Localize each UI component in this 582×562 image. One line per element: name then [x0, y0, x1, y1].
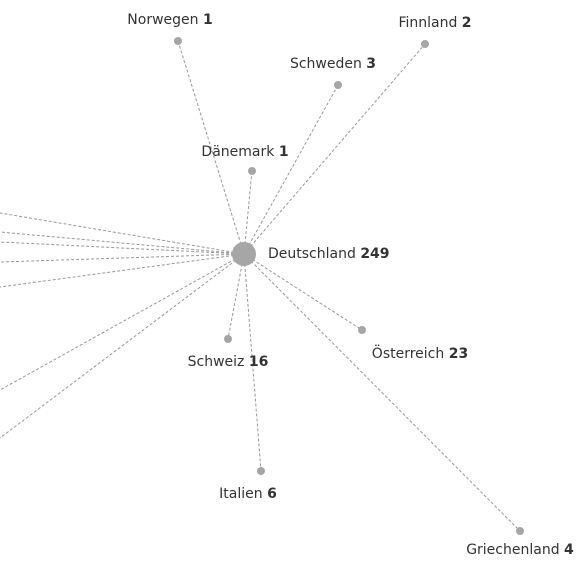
node: [516, 527, 524, 535]
count: 23: [449, 346, 468, 362]
node-label: Norwegen 1: [127, 12, 212, 28]
count: 3: [366, 56, 376, 72]
edge: [0, 253, 245, 263]
node: [248, 167, 256, 175]
center-node: [232, 242, 256, 266]
country: Schweiz: [188, 354, 245, 370]
country: Italien: [219, 486, 262, 502]
country: Österreich: [372, 344, 444, 362]
edge: [243, 84, 339, 255]
node-label: Schweiz 16: [188, 354, 269, 370]
node: [334, 81, 342, 89]
country: Schweden: [290, 56, 362, 72]
edge: [0, 253, 245, 439]
node-label: Finnland 2: [398, 15, 471, 31]
edge: [243, 253, 262, 472]
node: [224, 335, 232, 343]
edge: [243, 253, 521, 532]
country: Deutschland: [268, 246, 356, 262]
edge: [177, 40, 245, 255]
node-label: Italien 6: [219, 486, 277, 502]
count: 16: [249, 354, 268, 370]
edge: [0, 253, 245, 391]
edge: [243, 253, 363, 331]
country: Dänemark: [201, 144, 275, 160]
country: Finnland: [398, 15, 457, 31]
edge: [0, 241, 245, 255]
edge: [0, 212, 245, 255]
edge: [0, 231, 245, 255]
edge: [227, 253, 245, 340]
country: Griechenland: [466, 542, 559, 558]
count: 1: [279, 144, 289, 160]
edge: [0, 253, 245, 288]
node-label: Griechenland 4: [466, 542, 574, 558]
count: 6: [267, 486, 277, 502]
count: 1: [203, 12, 213, 28]
count: 2: [462, 15, 472, 31]
node-label: Österreich 23: [372, 344, 468, 362]
nodes: [174, 37, 524, 535]
count: 4: [564, 542, 574, 558]
node-label: Dänemark 1: [201, 144, 288, 160]
count: 249: [360, 246, 389, 262]
country: Norwegen: [127, 12, 198, 28]
edge: [243, 43, 426, 255]
node: [421, 40, 429, 48]
center-label: Deutschland 249: [268, 246, 390, 262]
edge: [243, 170, 253, 255]
node-label: Schweden 3: [290, 56, 376, 72]
node: [257, 467, 265, 475]
labels: Deutschland 249 Norwegen 1 Finnland 2 Sc…: [127, 12, 574, 558]
node: [174, 37, 182, 45]
edges: [0, 40, 521, 532]
node: [358, 326, 366, 334]
